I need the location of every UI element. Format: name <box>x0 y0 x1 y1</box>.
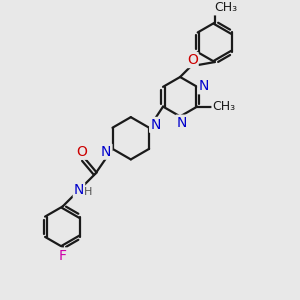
Text: O: O <box>76 145 88 159</box>
Text: N: N <box>101 145 112 159</box>
Text: N: N <box>74 183 84 197</box>
Text: N: N <box>150 118 160 132</box>
Text: F: F <box>58 248 67 262</box>
Text: N: N <box>176 116 187 130</box>
Text: CH₃: CH₃ <box>212 100 236 113</box>
Text: CH₃: CH₃ <box>214 2 237 14</box>
Text: H: H <box>84 188 92 197</box>
Text: O: O <box>187 53 198 67</box>
Text: N: N <box>198 79 208 93</box>
